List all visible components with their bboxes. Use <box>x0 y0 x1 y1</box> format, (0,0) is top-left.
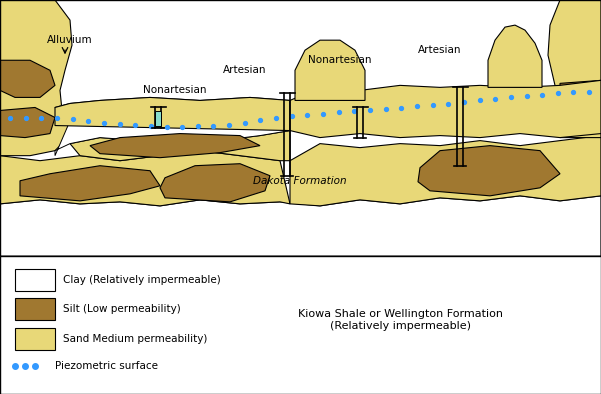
Text: Piezometric surface: Piezometric surface <box>55 361 158 372</box>
Polygon shape <box>55 97 290 156</box>
Text: Nonartesian: Nonartesian <box>308 55 372 65</box>
Text: Dakota Formation: Dakota Formation <box>253 176 347 186</box>
Polygon shape <box>160 164 270 202</box>
Polygon shape <box>90 134 260 158</box>
Text: Alluvium: Alluvium <box>47 35 93 45</box>
Text: Kiowa Shale or Wellington Formation
(Relatively impermeable): Kiowa Shale or Wellington Formation (Rel… <box>297 309 502 331</box>
Text: Nonartesian: Nonartesian <box>143 85 207 95</box>
Polygon shape <box>548 0 601 138</box>
Bar <box>15 269 55 291</box>
Polygon shape <box>55 97 290 130</box>
Text: Artesian: Artesian <box>223 65 267 75</box>
Text: Silt (Low permeability): Silt (Low permeability) <box>63 304 181 314</box>
Polygon shape <box>0 151 290 206</box>
Polygon shape <box>0 60 55 97</box>
Polygon shape <box>290 136 601 206</box>
Polygon shape <box>0 196 601 256</box>
Bar <box>155 112 161 126</box>
Polygon shape <box>20 166 160 201</box>
Polygon shape <box>290 80 601 138</box>
Polygon shape <box>418 146 560 196</box>
Text: Artesian: Artesian <box>418 45 462 55</box>
Polygon shape <box>560 80 601 110</box>
Polygon shape <box>488 25 542 87</box>
Polygon shape <box>0 0 72 156</box>
Polygon shape <box>0 108 55 138</box>
Text: Clay (Relatively impermeable): Clay (Relatively impermeable) <box>63 275 221 285</box>
Polygon shape <box>70 130 290 161</box>
Text: Sand Medium permeability): Sand Medium permeability) <box>63 334 207 344</box>
Bar <box>15 328 55 350</box>
Bar <box>15 299 55 320</box>
Polygon shape <box>295 40 365 100</box>
